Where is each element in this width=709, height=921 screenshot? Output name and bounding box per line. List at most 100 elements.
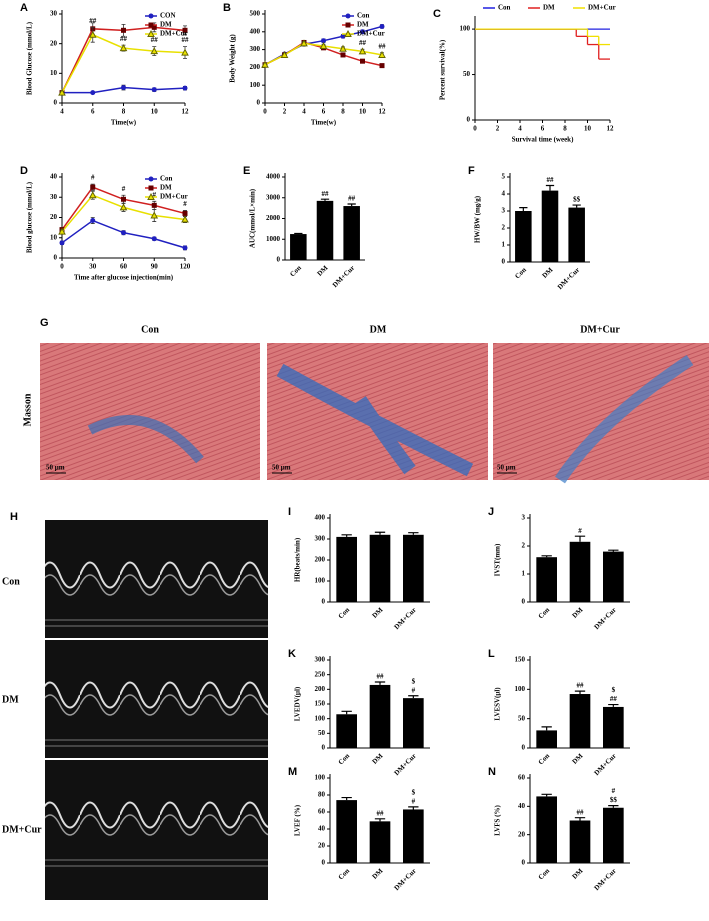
marker [150, 211, 159, 219]
marker [90, 218, 96, 224]
x-tick-label: DM [371, 867, 385, 881]
marker [119, 203, 128, 211]
legend-label: Con [498, 4, 511, 12]
annotation: $ [412, 677, 416, 685]
marker [121, 85, 126, 91]
y-tick-label: 400 [250, 27, 261, 35]
y-axis-title: LVESV(μl) [494, 687, 502, 721]
y-axis-title: Body Weight (g) [229, 34, 237, 83]
y-tick-label: 60 [518, 774, 526, 782]
y-tick-label: 3000 [266, 193, 281, 201]
y-tick-label: 300 [315, 656, 326, 664]
scale-label: 50 μm [497, 464, 516, 472]
marker [150, 47, 159, 55]
legend-label: Con [357, 12, 370, 20]
y-axis-title: HR(beats/min) [294, 537, 302, 582]
x-tick-label: DM+Cur [393, 606, 418, 631]
error-bar [294, 232, 303, 235]
marker [182, 210, 188, 216]
x-tick-label: 2 [496, 125, 500, 133]
annotation: # [412, 686, 416, 694]
y-axis-title: LVEF (%) [294, 804, 302, 836]
x-tick-label: DM+Cur [593, 606, 618, 631]
marker [148, 176, 154, 182]
bar [569, 541, 591, 602]
panel-label: J [488, 506, 494, 518]
legend-label: DM+Cur [588, 4, 616, 12]
x-tick-label: Con [537, 867, 552, 882]
x-tick-label: 120 [180, 263, 191, 271]
error-bar [374, 531, 386, 535]
x-tick-label: DM [571, 867, 585, 881]
x-tick-label: DM+Cur [593, 752, 618, 777]
legend-label: DM [160, 21, 172, 29]
y-tick-label: 20 [518, 830, 526, 838]
marker [147, 29, 155, 37]
error-bar [341, 534, 352, 537]
y-tick-label: 250 [315, 670, 326, 678]
x-tick-label: 8 [341, 108, 345, 116]
x-axis-title: Time(w) [111, 119, 137, 127]
legend-label: Con [160, 175, 173, 183]
legend-label: DM+Cur [160, 193, 188, 201]
marker [319, 41, 328, 50]
marker [181, 48, 189, 56]
m-mode-image [45, 640, 268, 758]
y-tick-label: 0 [54, 254, 58, 262]
y-tick-label: 4 [502, 190, 506, 198]
marker [119, 44, 128, 52]
x-tick-label: Con [337, 606, 352, 621]
x-tick-label: 4 [60, 108, 64, 116]
error-bar [574, 817, 586, 821]
y-tick-label: 50 [318, 729, 326, 737]
annotation: ## [377, 673, 385, 681]
x-tick-label: DM [541, 266, 555, 280]
x-tick-label: DM [316, 264, 330, 278]
y-tick-label: 10 [50, 69, 58, 77]
panel-label: I [288, 506, 291, 518]
marker [379, 23, 385, 29]
marker [88, 30, 97, 38]
x-tick-label: 4 [302, 108, 306, 116]
bar [568, 207, 585, 262]
y-axis-title: Blood Glucose (mmol/L) [26, 21, 34, 95]
echo-panel: H Con DM DM+Cur [2, 511, 268, 900]
x-tick-label: DM+Cur [331, 264, 356, 289]
y-tick-label: 100 [315, 774, 326, 782]
marker [378, 50, 386, 58]
x-tick-label: DM+Cur [393, 752, 418, 777]
annotation: # [91, 174, 95, 182]
x-tick-label: 30 [89, 263, 97, 271]
bar [290, 234, 307, 260]
bar [403, 534, 424, 602]
annotation: # [153, 191, 157, 199]
marker [358, 47, 367, 55]
marker [344, 29, 352, 37]
row-label: Masson [22, 393, 33, 426]
y-axis-title: HW/BW (mg/g) [474, 195, 482, 243]
error-bar [574, 690, 586, 695]
x-tick-label: 0 [60, 263, 64, 271]
bar [569, 694, 591, 748]
marker [59, 240, 65, 246]
x-tick-label: Con [513, 266, 528, 281]
error-bar [408, 532, 419, 535]
panel-label: N [488, 766, 496, 778]
y-tick-label: 200 [315, 685, 326, 693]
marker [90, 184, 96, 190]
legend-label: CON [160, 12, 176, 20]
panel-label: L [488, 648, 495, 660]
y-tick-label: 200 [315, 556, 326, 564]
marker [147, 192, 155, 200]
error-bar [541, 793, 552, 797]
annotation: # [578, 527, 582, 535]
x-axis-title: Survival time (week) [512, 136, 574, 144]
x-axis-title: Time(w) [311, 119, 337, 127]
marker [280, 50, 289, 58]
y-tick-label: 0 [322, 598, 326, 606]
y-tick-label: 40 [518, 802, 526, 810]
x-tick-label: DM [371, 606, 385, 620]
error-bar [320, 198, 330, 201]
marker [379, 63, 385, 69]
